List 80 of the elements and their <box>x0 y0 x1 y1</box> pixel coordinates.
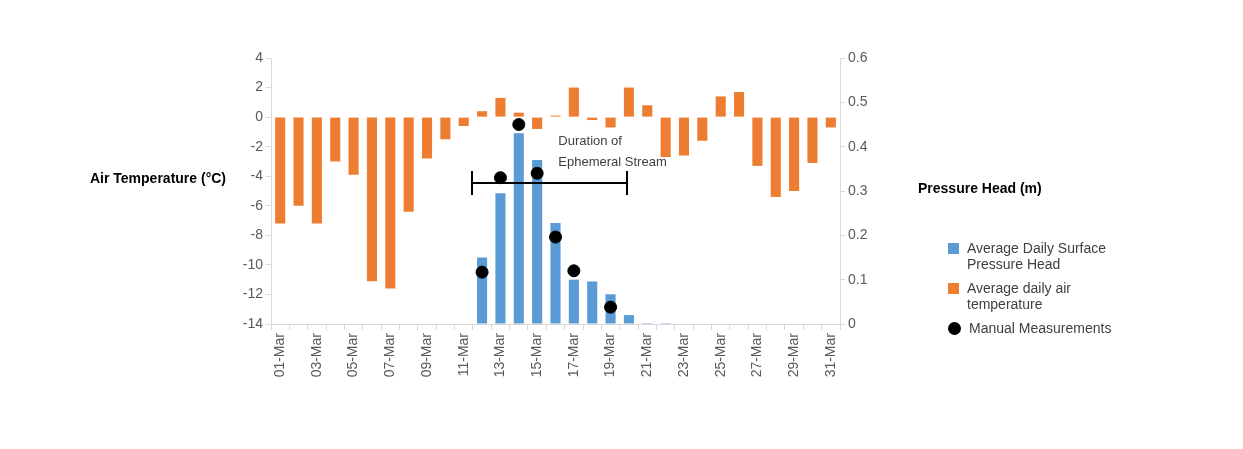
bar <box>825 117 836 128</box>
bar <box>330 117 341 162</box>
x-tick-label: 31-Mar <box>821 332 838 378</box>
bar <box>770 117 781 197</box>
x-tick-label: 15-Mar <box>528 332 544 378</box>
bar <box>807 117 818 163</box>
bar <box>605 117 616 128</box>
point <box>604 300 618 314</box>
y-tick-label: 4 <box>255 48 264 65</box>
y-tick-label: -14 <box>242 314 264 331</box>
bar <box>660 117 671 158</box>
bar <box>678 117 690 156</box>
bar <box>734 91 745 117</box>
x-tick-label: 29-Mar <box>784 332 801 378</box>
bar <box>697 117 708 141</box>
point <box>530 166 544 180</box>
bar <box>458 117 469 126</box>
y2-tick-label: 0.3 <box>848 181 868 198</box>
bar <box>275 117 286 224</box>
bar <box>568 87 579 117</box>
bar <box>623 87 634 117</box>
bar <box>311 117 322 224</box>
y2-tick-label: 0.5 <box>848 93 868 110</box>
bar <box>789 117 800 191</box>
bar <box>495 97 506 117</box>
legend-label: Manual Measurements <box>969 320 1112 336</box>
bar <box>623 315 634 324</box>
bar <box>403 117 414 212</box>
x-tick-label: 07-Mar <box>381 332 398 378</box>
bar <box>477 111 488 117</box>
y-tick-label: 2 <box>255 78 264 95</box>
bar <box>513 112 524 117</box>
x-tick-label: 05-Mar <box>344 332 361 378</box>
x-tick-label: 13-Mar <box>491 332 508 378</box>
bar <box>752 117 763 166</box>
x-tick-label: 17-Mar <box>564 332 581 378</box>
bar <box>348 117 359 175</box>
x-tick-label: 01-Mar <box>271 332 288 378</box>
x-tick-label: 27-Mar <box>748 332 765 378</box>
annotation: Duration of Ephemeral Stream <box>558 131 668 171</box>
y2-tick-label: 0.4 <box>848 137 868 154</box>
legend-label: Average daily air temperature <box>967 280 1073 312</box>
point <box>512 118 526 131</box>
y-tick-label: -12 <box>242 285 264 302</box>
x-tick-label: 25-Mar <box>711 332 728 378</box>
bar <box>513 133 524 324</box>
bar <box>385 117 396 289</box>
y-tick-label: -8 <box>250 226 264 243</box>
y2-tick-label: 0.6 <box>848 48 868 65</box>
bar <box>532 117 543 129</box>
x-tick-label: 19-Mar <box>601 332 618 378</box>
x-tick-label: 09-Mar <box>417 332 434 378</box>
x-tick-label: 11-Mar <box>454 332 471 377</box>
x-tick-label: 03-Mar <box>307 332 324 378</box>
bar <box>568 279 579 324</box>
bar <box>440 117 451 140</box>
y2-tick-label: 0.2 <box>848 226 868 243</box>
bar <box>366 117 377 282</box>
point <box>475 265 489 279</box>
y-tick-label: 0 <box>255 107 264 124</box>
x-tick-label: 21-Mar <box>638 332 655 378</box>
bar <box>495 193 506 324</box>
y2-axis-title: Pressure Head (m) <box>918 180 1042 196</box>
x-tick-label: 23-Mar <box>674 332 691 378</box>
legend-label: Average Daily Surface Pressure Head <box>967 240 1108 272</box>
bar <box>421 117 433 159</box>
y-tick-label: -10 <box>242 255 264 272</box>
y2-tick-label: 0 <box>848 314 856 331</box>
y-tick-label: -4 <box>250 167 264 184</box>
bar <box>642 105 653 117</box>
y-tick-label: -6 <box>250 196 264 213</box>
y-tick-label: -2 <box>250 137 264 154</box>
bar <box>532 159 543 324</box>
bar <box>715 96 726 117</box>
point <box>567 264 581 278</box>
point <box>493 171 507 185</box>
y-axis-title: Air Temperature (°C) <box>89 170 227 186</box>
bar <box>293 117 304 206</box>
y2-tick-label: 0.1 <box>848 270 868 287</box>
bar <box>587 281 598 324</box>
